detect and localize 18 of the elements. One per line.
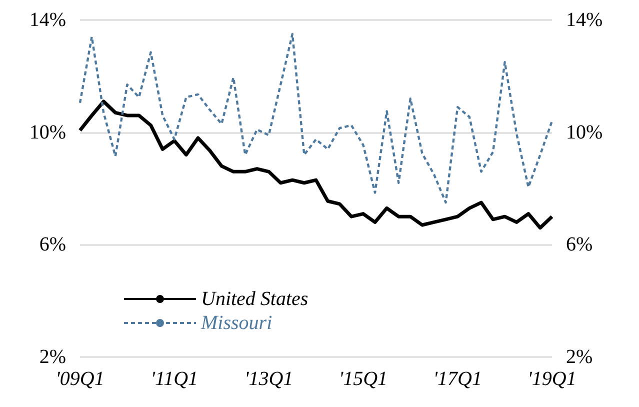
y-tick-label: 10% <box>29 121 66 144</box>
y2-tick-label: 14% <box>566 9 603 31</box>
x-tick-label: '11Q1 <box>150 368 198 390</box>
legend-label: Missouri <box>200 312 272 334</box>
y-tick-label: 6% <box>39 234 66 256</box>
y-tick-label: 2% <box>39 346 66 368</box>
x-tick-label: '19Q1 <box>528 368 576 390</box>
y-tick-label: 14% <box>29 9 66 31</box>
y2-tick-label: 6% <box>566 234 593 256</box>
legend-label: United States <box>201 288 308 310</box>
x-tick-label: '09Q1 <box>56 368 104 390</box>
line-series <box>78 100 554 230</box>
x-tick-label: '17Q1 <box>433 368 482 390</box>
line-series <box>78 32 554 204</box>
y2-tick-label: 2% <box>566 346 593 368</box>
x-tick-label: '15Q1 <box>338 368 388 390</box>
y2-tick-label: 10% <box>566 121 603 144</box>
x-tick-label: '13Q1 <box>244 368 294 390</box>
